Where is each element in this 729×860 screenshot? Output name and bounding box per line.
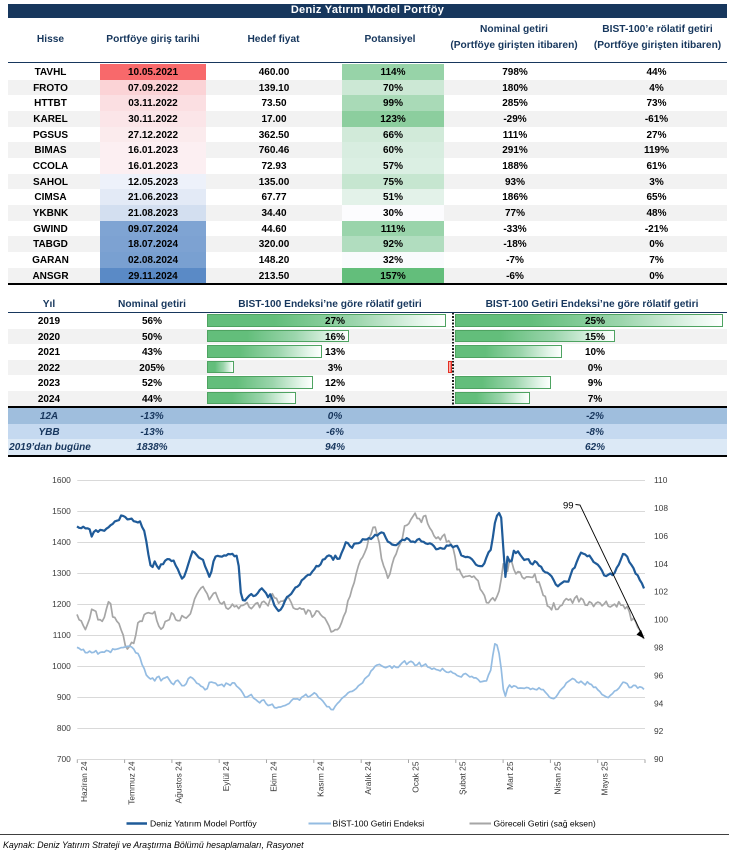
svg-text:700: 700 <box>57 754 71 764</box>
svg-text:900: 900 <box>57 692 71 702</box>
svg-text:1500: 1500 <box>52 506 71 516</box>
svg-text:Kasım 24: Kasım 24 <box>316 761 326 797</box>
svg-text:99: 99 <box>563 501 574 512</box>
svg-text:100: 100 <box>654 615 668 625</box>
svg-text:Aralık 24: Aralık 24 <box>363 761 373 794</box>
svg-text:1300: 1300 <box>52 568 71 578</box>
svg-text:102: 102 <box>654 587 668 597</box>
svg-text:94: 94 <box>654 698 664 708</box>
svg-text:1200: 1200 <box>52 599 71 609</box>
svg-text:108: 108 <box>654 503 668 513</box>
svg-text:Mart 25: Mart 25 <box>505 761 515 790</box>
svg-text:Deniz Yatırım Model Portföy: Deniz Yatırım Model Portföy <box>150 819 257 829</box>
svg-text:Haziran 24: Haziran 24 <box>79 761 89 802</box>
svg-text:BİST-100 Getiri Endeksi: BİST-100 Getiri Endeksi <box>333 819 425 829</box>
svg-text:Nisan 25: Nisan 25 <box>552 761 562 794</box>
svg-text:1000: 1000 <box>52 661 71 671</box>
svg-text:106: 106 <box>654 531 668 541</box>
svg-text:Göreceli Getiri (sağ eksen): Göreceli Getiri (sağ eksen) <box>494 819 596 829</box>
svg-text:92: 92 <box>654 726 664 736</box>
svg-text:Eylül 24: Eylül 24 <box>221 761 231 791</box>
svg-text:Ağustos 24: Ağustos 24 <box>174 761 184 803</box>
svg-text:110: 110 <box>654 475 668 485</box>
svg-text:96: 96 <box>654 670 664 680</box>
svg-text:Temmuz 24: Temmuz 24 <box>126 761 136 805</box>
svg-text:1600: 1600 <box>52 475 71 485</box>
svg-text:104: 104 <box>654 559 668 569</box>
svg-text:Mayıs 25: Mayıs 25 <box>600 761 610 795</box>
svg-text:Şubat 25: Şubat 25 <box>458 761 468 795</box>
svg-text:800: 800 <box>57 723 71 733</box>
svg-text:1100: 1100 <box>53 630 71 640</box>
svg-text:Ekim 24: Ekim 24 <box>268 761 278 792</box>
svg-text:90: 90 <box>654 754 664 764</box>
svg-text:Ocak 25: Ocak 25 <box>410 761 420 793</box>
svg-text:1400: 1400 <box>52 537 71 547</box>
svg-text:98: 98 <box>654 643 664 653</box>
